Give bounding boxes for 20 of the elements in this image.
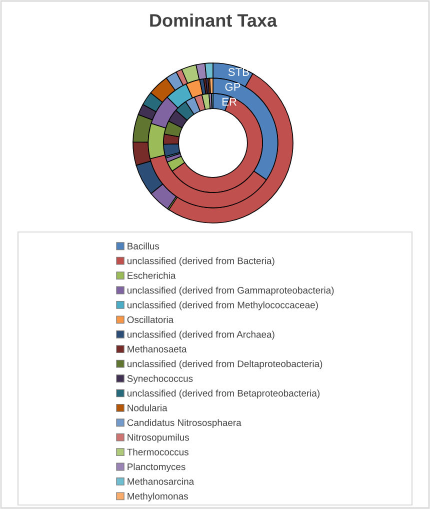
slice-label: GP bbox=[225, 82, 240, 91]
legend-label: Methanosarcina bbox=[128, 478, 194, 485]
legend-label: Bacillus bbox=[128, 242, 160, 250]
legend-label: unclassified (derived from Betaproteobacteria) bbox=[128, 390, 320, 398]
legend-label: Methylomonas bbox=[128, 492, 188, 502]
legend-label: unclassified (derived from Bacteria) bbox=[128, 257, 274, 266]
legend-label: Nodularia bbox=[128, 404, 168, 412]
legend-label: Escherichia bbox=[128, 272, 176, 279]
legend-label: unclassified (derived from Gammaproteobacteria) bbox=[128, 286, 334, 296]
legend-label: unclassified (derived from Archaea) bbox=[128, 330, 274, 340]
legend-label: Thermococcus bbox=[127, 448, 188, 456]
legend-label: unclassified (derived from Deltaproteobacteria) bbox=[128, 360, 322, 370]
legend-label: Oscillatoria bbox=[127, 316, 174, 324]
legend-label: Candidatus Nitrososphaera bbox=[127, 419, 242, 428]
legend-label: Nitrosopumilus bbox=[128, 434, 190, 443]
legend-label: Methanosaeta bbox=[128, 346, 187, 352]
legend-label: Planctomyces bbox=[128, 463, 186, 472]
legend-label: unclassified (derived from Methylococcaceae) bbox=[128, 301, 318, 310]
chart-title: Dominant Taxa bbox=[150, 14, 278, 27]
legend-label: Synechococcus bbox=[127, 374, 193, 384]
